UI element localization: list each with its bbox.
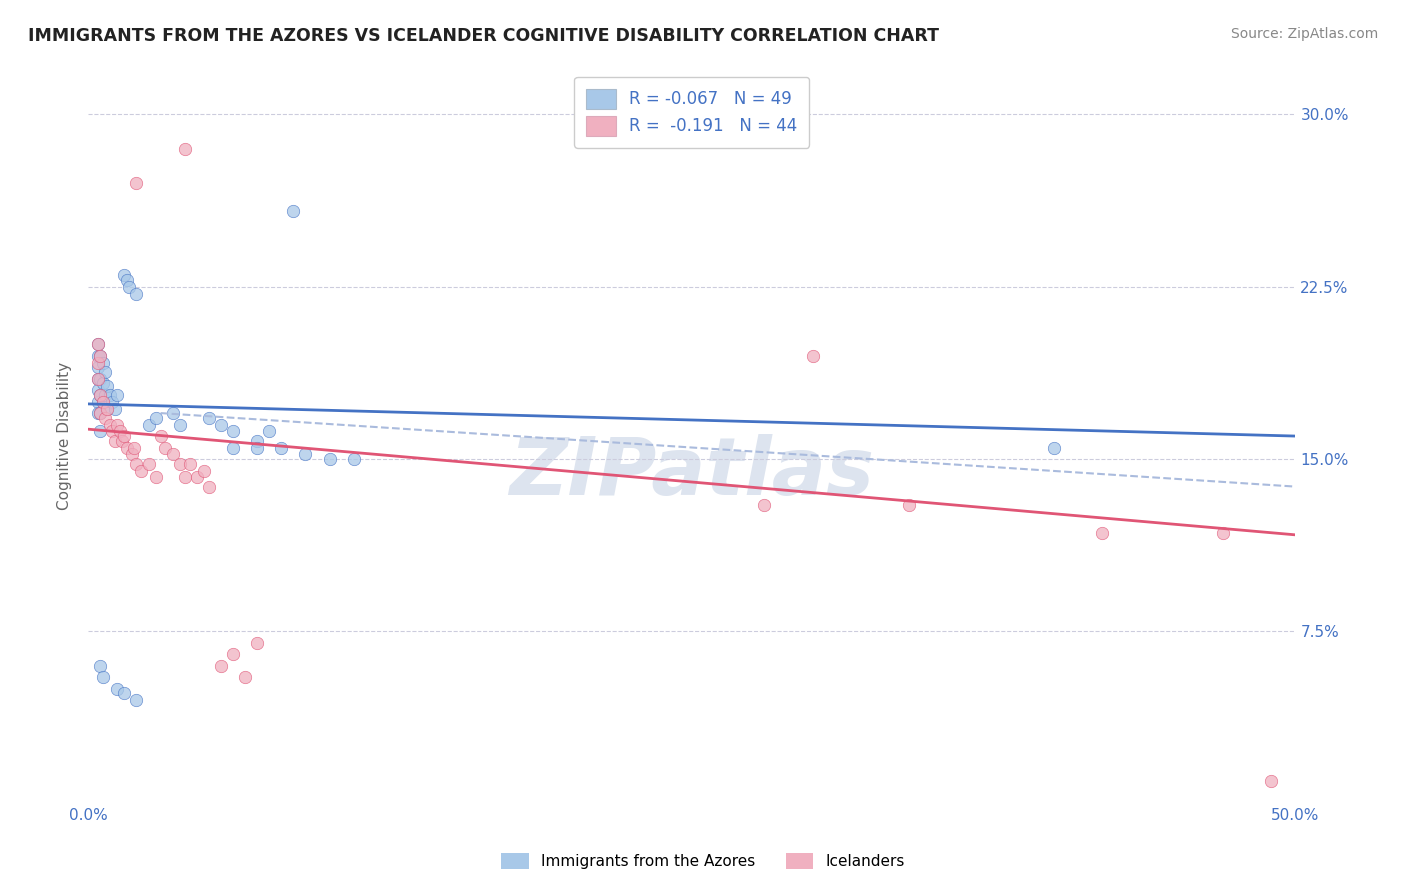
Point (138, 457, 160, 471)
Point (209, 658, 232, 673)
Point (112, 429, 135, 443)
Point (105, 417, 128, 432)
Point (145, 470, 167, 484)
Point (173, 142, 195, 156)
Point (121, 447, 143, 461)
Point (246, 434, 269, 448)
Point (112, 686, 135, 700)
Point (91, 376, 114, 391)
Point (246, 441, 269, 455)
Point (169, 417, 191, 432)
Point (125, 693, 148, 707)
Point (108, 425, 131, 439)
Point (1043, 441, 1066, 455)
Point (222, 648, 245, 662)
Point (294, 447, 316, 461)
Point (283, 203, 305, 218)
Point (89, 425, 111, 439)
Point (96, 378, 118, 392)
Point (94, 388, 117, 402)
Point (89, 371, 111, 385)
Point (96, 401, 118, 416)
Point (89, 349, 111, 363)
Point (98, 417, 121, 432)
Point (89, 406, 111, 420)
Point (89, 658, 111, 673)
Point (138, 417, 160, 432)
Point (118, 279, 141, 293)
Point (898, 498, 921, 512)
Point (257, 425, 280, 439)
Point (145, 410, 167, 425)
Point (104, 434, 127, 448)
Point (1091, 525, 1114, 540)
Point (169, 457, 191, 471)
Point (87, 337, 110, 351)
Point (105, 681, 128, 696)
Point (105, 388, 128, 402)
Point (87, 337, 110, 351)
Point (87, 355, 110, 369)
Point (122, 441, 145, 455)
Point (89, 388, 111, 402)
Point (149, 429, 172, 443)
Point (91, 355, 114, 369)
Point (155, 441, 177, 455)
Legend: Immigrants from the Azores, Icelanders: Immigrants from the Azores, Icelanders (495, 847, 911, 875)
Y-axis label: Cognitive Disability: Cognitive Disability (58, 362, 72, 510)
Point (87, 371, 110, 385)
Point (98, 388, 121, 402)
Point (111, 434, 134, 448)
Point (104, 401, 127, 416)
Point (89, 406, 111, 420)
Point (89, 349, 111, 363)
Point (115, 441, 138, 455)
Point (87, 383, 110, 397)
Point (186, 470, 208, 484)
Point (162, 406, 184, 420)
Legend: R = -0.067   N = 49, R =  -0.191   N = 44: R = -0.067 N = 49, R = -0.191 N = 44 (574, 77, 810, 147)
Point (198, 480, 221, 494)
Point (125, 457, 148, 471)
Point (129, 463, 152, 477)
Point (87, 371, 110, 385)
Point (193, 463, 215, 477)
Point (91, 670, 114, 684)
Point (125, 286, 148, 301)
Point (87, 394, 110, 409)
Point (115, 273, 138, 287)
Point (101, 394, 124, 409)
Point (222, 425, 245, 439)
Point (233, 670, 256, 684)
Point (754, 498, 776, 512)
Point (87, 406, 110, 420)
Text: ZIPatlas: ZIPatlas (509, 434, 875, 512)
Point (91, 394, 114, 409)
Text: IMMIGRANTS FROM THE AZORES VS ICELANDER COGNITIVE DISABILITY CORRELATION CHART: IMMIGRANTS FROM THE AZORES VS ICELANDER … (28, 27, 939, 45)
Point (125, 177, 148, 191)
Text: Source: ZipAtlas.com: Source: ZipAtlas.com (1230, 27, 1378, 41)
Point (801, 349, 824, 363)
Point (343, 452, 366, 467)
Point (112, 268, 135, 283)
Point (179, 457, 201, 471)
Point (94, 410, 117, 425)
Point (198, 410, 221, 425)
Point (96, 401, 118, 416)
Point (89, 388, 111, 402)
Point (1260, 773, 1282, 788)
Point (246, 636, 269, 650)
Point (318, 452, 340, 467)
Point (209, 417, 232, 432)
Point (87, 360, 110, 375)
Point (1212, 525, 1234, 540)
Point (94, 365, 117, 379)
Point (101, 425, 124, 439)
Point (87, 349, 110, 363)
Point (91, 394, 114, 409)
Point (270, 441, 292, 455)
Point (222, 441, 245, 455)
Point (173, 470, 195, 484)
Point (162, 447, 184, 461)
